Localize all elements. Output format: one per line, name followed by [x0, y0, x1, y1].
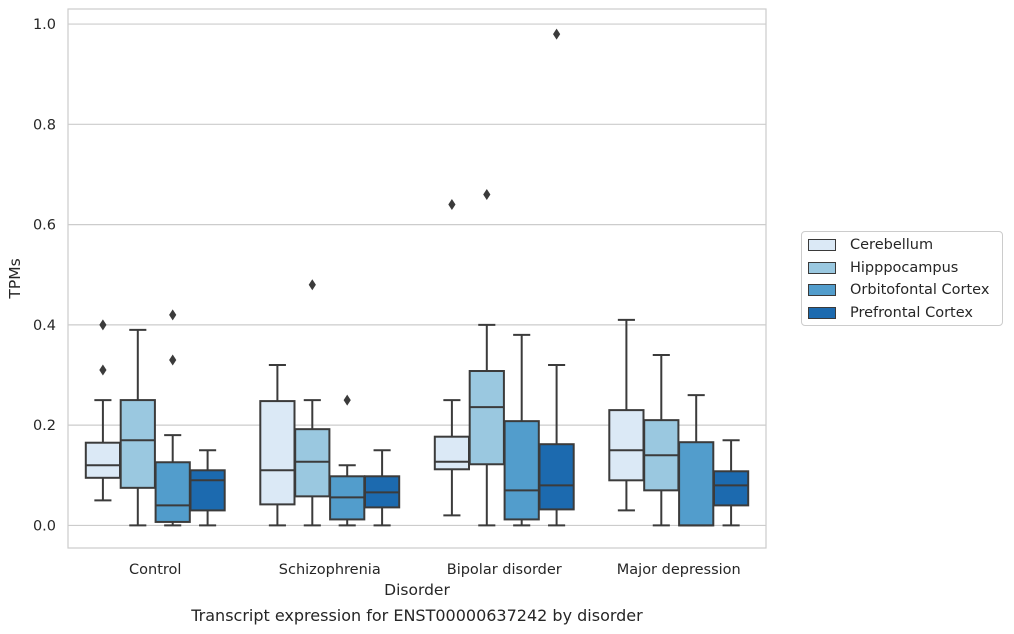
box-orbitofontal-cortex	[503, 333, 540, 527]
outlier-point	[99, 364, 107, 376]
box-orbitofontal-cortex	[154, 309, 191, 527]
box-hipppocampus	[468, 189, 505, 527]
box-cerebellum	[433, 199, 471, 517]
legend: Cerebellum Hipppocampus Orbitofontal Cor…	[801, 231, 1003, 326]
y-tick-label: 0.8	[33, 117, 56, 133]
legend-label-prefrontal-cortex: Prefrontal Cortex	[850, 305, 973, 321]
legend-swatch-orbitofontal-cortex	[808, 284, 836, 296]
legend-item-hipppocampus: Hipppocampus	[808, 258, 958, 278]
outlier-point	[169, 354, 177, 366]
y-axis-label: TPMs	[6, 258, 24, 299]
box-iqr	[503, 420, 540, 521]
legend-item-cerebellum: Cerebellum	[808, 235, 933, 255]
box-groups	[84, 28, 750, 527]
box-prefrontal-cortex	[538, 28, 575, 527]
plot-frame	[67, 8, 767, 549]
x-tick-label: Bipolar disorder	[447, 562, 562, 578]
box-iqr	[468, 370, 505, 466]
box-orbitofontal-cortex	[678, 394, 715, 527]
box-hipppocampus	[294, 279, 331, 527]
legend-swatch-cerebellum	[808, 239, 836, 251]
legend-swatch-prefrontal-cortex	[808, 307, 836, 319]
legend-label-cerebellum: Cerebellum	[850, 237, 934, 253]
x-tick-label: Major depression	[617, 562, 741, 578]
y-tick-label: 1.0	[33, 17, 56, 33]
x-tick-label: Schizophrenia	[279, 562, 381, 578]
box-iqr	[259, 400, 296, 506]
outlier-point	[308, 279, 316, 291]
box-orbitofontal-cortex	[329, 394, 366, 527]
y-tick-label: 0.6	[33, 218, 56, 234]
outlier-point	[448, 199, 456, 211]
y-tick-label: 0.0	[33, 518, 56, 534]
box-iqr	[84, 441, 122, 479]
box-iqr	[433, 435, 471, 471]
x-tick-labels: Control Schizophrenia Bipolar disorder Majo…	[129, 562, 741, 578]
y-tick-labels: 0.0 0.2 0.4 0.6 0.8 1.0	[33, 17, 56, 534]
box-hipppocampus	[643, 353, 680, 527]
legend-label-hipppocampus: Hipppocampus	[850, 260, 959, 276]
legend-label-orbitofontal-cortex: Orbitofontal Cortex	[850, 282, 990, 298]
box-prefrontal-cortex	[363, 449, 401, 527]
box-prefrontal-cortex	[712, 439, 750, 527]
box-iqr	[712, 470, 750, 507]
legend-swatch-hipppocampus	[808, 262, 836, 274]
legend-item-prefrontal-cortex: Prefrontal Cortex	[808, 303, 973, 323]
outlier-point	[343, 394, 351, 406]
y-tick-label: 0.4	[33, 318, 56, 334]
x-axis-label: Disorder	[384, 581, 450, 599]
outlier-point	[553, 28, 561, 40]
box-iqr	[119, 399, 156, 489]
outlier-point	[169, 309, 177, 321]
gridlines	[68, 23, 766, 527]
box-iqr	[189, 469, 226, 512]
box-iqr	[608, 409, 645, 482]
figure-caption: Transcript expression for ENST0000063724…	[191, 606, 643, 625]
box-cerebellum	[608, 318, 645, 512]
box-cerebellum	[259, 363, 296, 527]
outlier-point	[483, 189, 491, 201]
box-hipppocampus	[119, 328, 156, 527]
x-tick-label: Control	[129, 562, 181, 578]
y-tick-label: 0.2	[33, 418, 56, 434]
box-iqr	[294, 428, 331, 498]
box-iqr	[538, 443, 575, 511]
box-cerebellum	[84, 319, 122, 502]
legend-item-orbitofontal-cortex: Orbitofontal Cortex	[808, 280, 989, 300]
box-iqr	[678, 441, 715, 527]
box-iqr	[154, 461, 191, 523]
outlier-point	[99, 319, 107, 331]
box-prefrontal-cortex	[189, 449, 226, 527]
